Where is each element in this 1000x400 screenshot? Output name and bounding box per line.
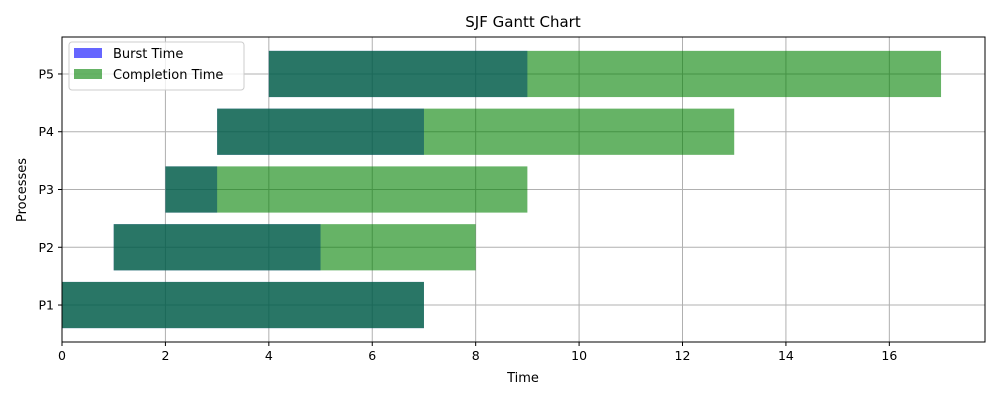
chart-title: SJF Gantt Chart (465, 13, 581, 31)
x-tick-label: 14 (778, 348, 794, 363)
completion-time-bar-p1 (62, 281, 424, 329)
completion-time-bar-p4 (217, 108, 735, 155)
bars-layer (62, 50, 942, 329)
completion-time-bar-p5 (268, 50, 942, 98)
legend: Burst Time Completion Time (68, 41, 245, 91)
x-axis-title: Time (506, 371, 539, 386)
x-axis: 0 2 4 6 8 10 12 14 16 (58, 342, 897, 363)
x-tick-label: 6 (368, 348, 376, 363)
y-tick-label: P2 (39, 240, 55, 255)
y-axis-title: Processes (15, 158, 30, 222)
y-axis: P1 P2 P3 P4 P5 (39, 66, 62, 313)
x-tick-label: 0 (58, 348, 66, 363)
completion-time-bar-p3 (165, 166, 528, 213)
y-tick-label: P3 (39, 182, 55, 197)
x-tick-label: 8 (472, 348, 480, 363)
y-tick-label: P5 (39, 66, 55, 81)
legend-label-burst-time: Burst Time (113, 47, 183, 62)
x-tick-label: 12 (675, 348, 691, 363)
x-tick-label: 2 (161, 348, 169, 363)
x-tick-label: 16 (881, 348, 897, 363)
completion-time-bar-p2 (113, 224, 476, 271)
x-tick-label: 10 (571, 348, 587, 363)
legend-label-completion-time: Completion Time (113, 68, 223, 83)
legend-swatch-burst-time (74, 48, 102, 58)
y-tick-label: P1 (39, 298, 55, 313)
x-tick-label: 4 (265, 348, 273, 363)
legend-box (68, 41, 245, 91)
y-tick-label: P4 (39, 124, 55, 139)
legend-swatch-completion-time (74, 69, 102, 79)
